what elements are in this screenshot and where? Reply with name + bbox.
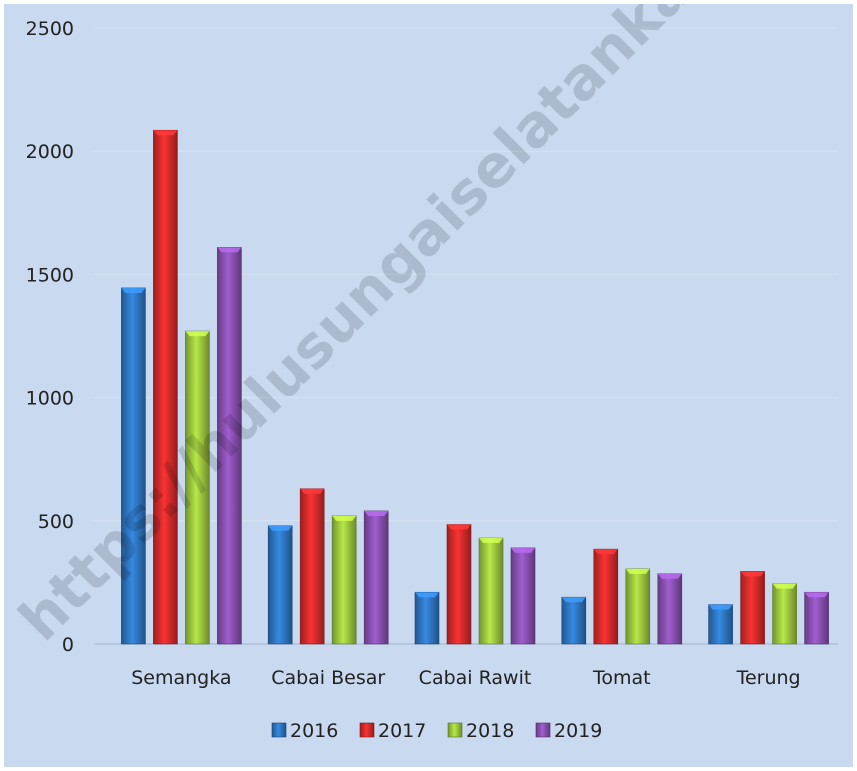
bar-cap [593, 549, 618, 555]
x-axis: Semangka Cabai Besar Cabai Rawit Tomat Terun… [131, 667, 800, 689]
bar-cap [511, 547, 535, 553]
bar-2016-semangka [121, 287, 146, 645]
legend-swatch-2016 [271, 722, 287, 738]
bar-2019-cabai-besar [363, 510, 389, 645]
bar-2018-terung [772, 583, 797, 645]
bar-cap [364, 510, 389, 516]
chart-area: 0 500 1000 1500 2000 2500 Semangka Cabai Besar… [4, 4, 853, 767]
bar-cap [300, 488, 325, 494]
y-tick-label: 0 [62, 634, 74, 656]
bar-2019-tomat [657, 573, 683, 645]
legend: 2016 2017 2018 2019 [271, 720, 602, 742]
y-tick-label: 500 [38, 511, 74, 533]
y-tick-label: 2000 [26, 141, 74, 163]
bar-2016-terung [708, 604, 733, 645]
x-category-label: Cabai Rawit [419, 667, 532, 689]
bar-cap [561, 597, 586, 603]
bar-chart: 0 500 1000 1500 2000 2500 Semangka Cabai Besar… [6, 4, 853, 742]
bar-2017-cabai-rawit [446, 524, 472, 645]
legend-swatch-2017 [359, 722, 375, 738]
bar-cap [217, 247, 242, 253]
y-tick-label: 1000 [26, 388, 74, 410]
legend-swatch-2019 [535, 722, 551, 738]
y-tick-label: 2500 [26, 18, 74, 40]
y-axis: 0 500 1000 1500 2000 2500 [26, 18, 74, 656]
bar-2016-cabai-rawit [414, 591, 440, 645]
bar-2016-cabai-besar [267, 525, 293, 645]
legend-swatch-2018 [447, 722, 463, 738]
y-tick-label: 1500 [26, 264, 74, 286]
bar-2018-tomat [625, 568, 651, 645]
bar-2017-cabai-besar [299, 488, 325, 645]
bar-cap [479, 538, 503, 544]
bar-cap [708, 604, 733, 610]
x-category-label: Semangka [131, 667, 231, 689]
bar-2017-semangka [153, 129, 178, 645]
bar-cap [804, 592, 829, 598]
legend-label-2019: 2019 [554, 720, 602, 742]
bar-2019-cabai-rawit [510, 547, 536, 645]
bar-cap [447, 524, 471, 530]
legend-label-2016: 2016 [290, 720, 338, 742]
bar-2017-terung [740, 571, 765, 645]
bar-2018-semangka [185, 330, 210, 645]
legend-label-2017: 2017 [378, 720, 426, 742]
bar-cap [415, 592, 439, 598]
bar-cap [625, 568, 650, 574]
x-category-label: Terung [736, 667, 801, 689]
bar-2018-cabai-besar [331, 515, 357, 645]
bar-cap [268, 525, 293, 531]
bar-2016-tomat [561, 596, 587, 645]
bars [121, 129, 829, 645]
bar-cap [772, 583, 797, 589]
bar-cap [332, 515, 357, 521]
bar-cap [657, 573, 682, 579]
bar-cap [185, 331, 210, 337]
bar-cap [121, 287, 146, 293]
x-category-label: Cabai Besar [271, 667, 385, 689]
bar-cap [153, 130, 178, 136]
legend-label-2018: 2018 [466, 720, 514, 742]
bar-2018-cabai-rawit [478, 537, 504, 645]
bar-2017-tomat [593, 548, 619, 645]
x-category-label: Tomat [592, 667, 651, 689]
bar-2019-terung [804, 591, 829, 645]
bar-cap [740, 571, 765, 577]
